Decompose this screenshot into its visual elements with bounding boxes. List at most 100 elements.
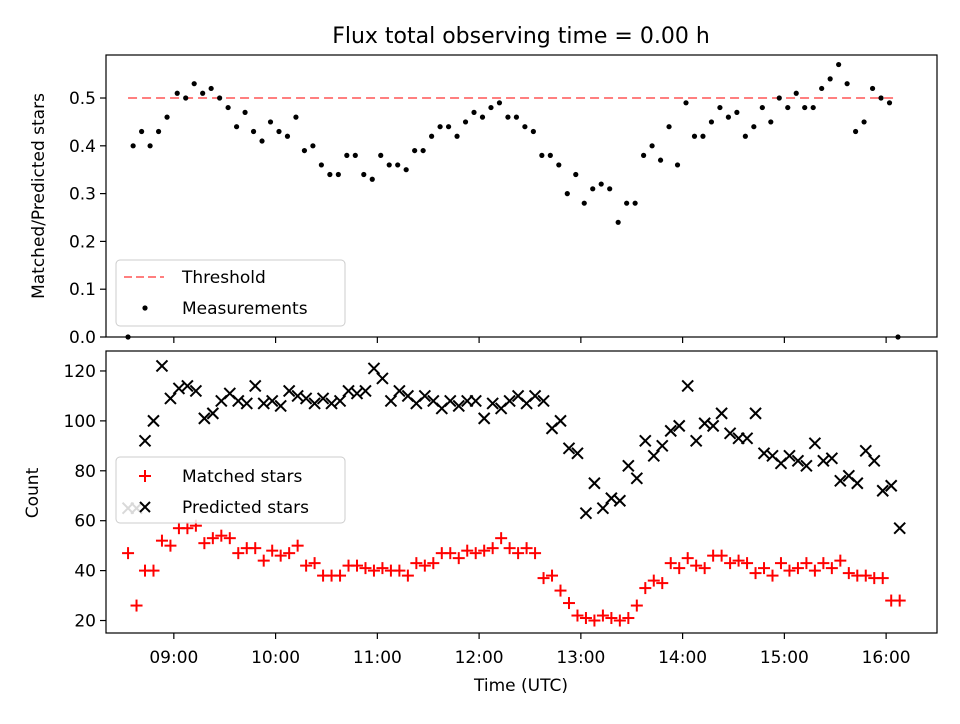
measurements-point-2 [139,128,145,135]
top-y-tick-label-0: 0.0 [69,328,96,348]
predicted-stars-point-15 [249,379,262,393]
matched-stars-point-64 [664,557,677,570]
matched-stars-point-58 [613,614,626,627]
measurements-point-31 [386,162,392,168]
measurements-point-8 [191,81,197,87]
bottom-x-tick-label-3: 12:00 [455,648,504,668]
measurements-point-90 [886,100,893,106]
matched-stars-point-42 [478,544,491,557]
matched-stars-point-18 [274,549,287,562]
matched-stars-point-83 [825,562,838,575]
top-y-tick-label-3: 0.3 [69,185,96,205]
predicted-stars-point-39 [452,399,465,413]
measurements-point-65 [674,162,681,168]
predicted-stars-point-54 [579,507,593,520]
measurements-point-72 [734,109,740,115]
measurements-point-73 [742,133,748,139]
top-plot-frame [105,54,938,338]
matched-stars-point-33 [401,569,414,582]
predicted-stars-point-59 [622,459,635,473]
predicted-stars-point-43 [486,397,499,410]
matched-stars-point-27 [350,559,363,572]
measurements-point-59 [624,200,630,206]
measurements-point-33 [403,167,409,173]
matched-stars-point-3 [147,564,160,577]
measurements-point-89 [878,95,884,101]
matched-stars-point-59 [622,612,635,625]
measurements-point-38 [445,124,452,130]
measurements-point-66 [683,100,689,106]
matched-stars-point-70 [715,549,728,562]
matched-stars-point-16 [257,554,270,567]
bottom-y-tick-label-3: 80 [74,462,96,482]
measurements-point-12 [225,104,231,111]
matched-stars-point-35 [418,559,431,572]
measurements-point-54 [581,200,587,206]
bottom-x-tick-label-0: 09:00 [149,648,198,668]
matched-stars-point-39 [452,552,465,565]
matched-stars-point-85 [842,567,855,580]
predicted-stars-point-21 [299,392,313,405]
predicted-stars-point-10 [206,407,220,420]
matched-stars-point-62 [647,574,660,587]
legend-matched-label: Matched stars [182,467,302,487]
measurements-point-6 [174,90,180,96]
measurements-point-52 [564,191,570,197]
matched-stars-point-84 [834,554,847,567]
predicted-stars-point-55 [588,477,601,490]
predicted-stars-point-79 [791,454,805,468]
matched-stars-point-52 [562,597,575,610]
measurements-point-78 [785,104,791,111]
predicted-stars-point-83 [825,452,839,465]
measurements-point-26 [344,152,350,158]
predicted-stars-point-84 [834,474,847,487]
matched-stars-point-40 [461,544,474,557]
measurements-point-50 [547,152,553,158]
measurements-point-88 [869,85,876,92]
matched-stars-point-67 [690,559,703,572]
measurements-point-4 [155,128,162,135]
measurements-point-84 [836,61,842,68]
predicted-stars-point-86 [851,477,864,490]
matched-stars-point-7 [181,522,194,535]
measurements-point-45 [505,114,511,120]
bottom-x-tick-label-2: 11:00 [353,648,402,668]
predicted-stars-point-71 [723,427,737,440]
predicted-stars-point-65 [673,419,686,433]
measurements-point-21 [301,147,308,154]
bottom-axis-ticks: 20 40 60 80 100 120 09:00 10:00 11:00 12:00 13:00 1… [64,362,911,668]
predicted-stars-point-88 [868,454,881,468]
predicted-stars-point-51 [554,414,567,428]
measurements-point-53 [573,171,579,178]
matched-stars-point-78 [783,564,796,577]
predicted-stars-point-41 [469,394,482,408]
predicted-stars-point-64 [664,424,677,438]
measurements-point-9 [200,90,206,96]
predicted-stars-point-18 [274,399,287,413]
predicted-stars-point-53 [571,447,584,460]
matched-stars-point-79 [791,562,804,575]
measurements-point-5 [164,114,170,120]
measurements-point-14 [242,109,248,115]
measurements-point-24 [327,171,333,178]
matched-stars-point-32 [393,564,406,577]
measurements-point-86 [852,128,859,135]
matched-stars-point-9 [198,537,211,550]
measurements-point-34 [412,147,418,154]
legend-matched-swatch [139,470,151,482]
measurements-point-69 [708,119,715,125]
predicted-stars-point-2 [138,434,152,448]
matched-stars-point-80 [800,557,813,570]
bottom-y-tick-label-0: 20 [74,612,96,632]
matched-stars-point-21 [300,559,313,572]
bottom-x-axis-label: Time (UTC) [473,676,568,696]
bottom-plot-marks [121,359,906,627]
bottom-y-tick-label-2: 60 [74,512,96,532]
measurements-point-67 [691,133,698,139]
matched-stars-point-11 [215,529,228,542]
matched-stars-point-46 [512,547,525,560]
bottom-x-tick-label-7: 16:00 [862,648,911,668]
predicted-stars-point-3 [147,414,160,428]
predicted-stars-point-66 [681,379,694,393]
predicted-stars-point-69 [706,419,720,433]
